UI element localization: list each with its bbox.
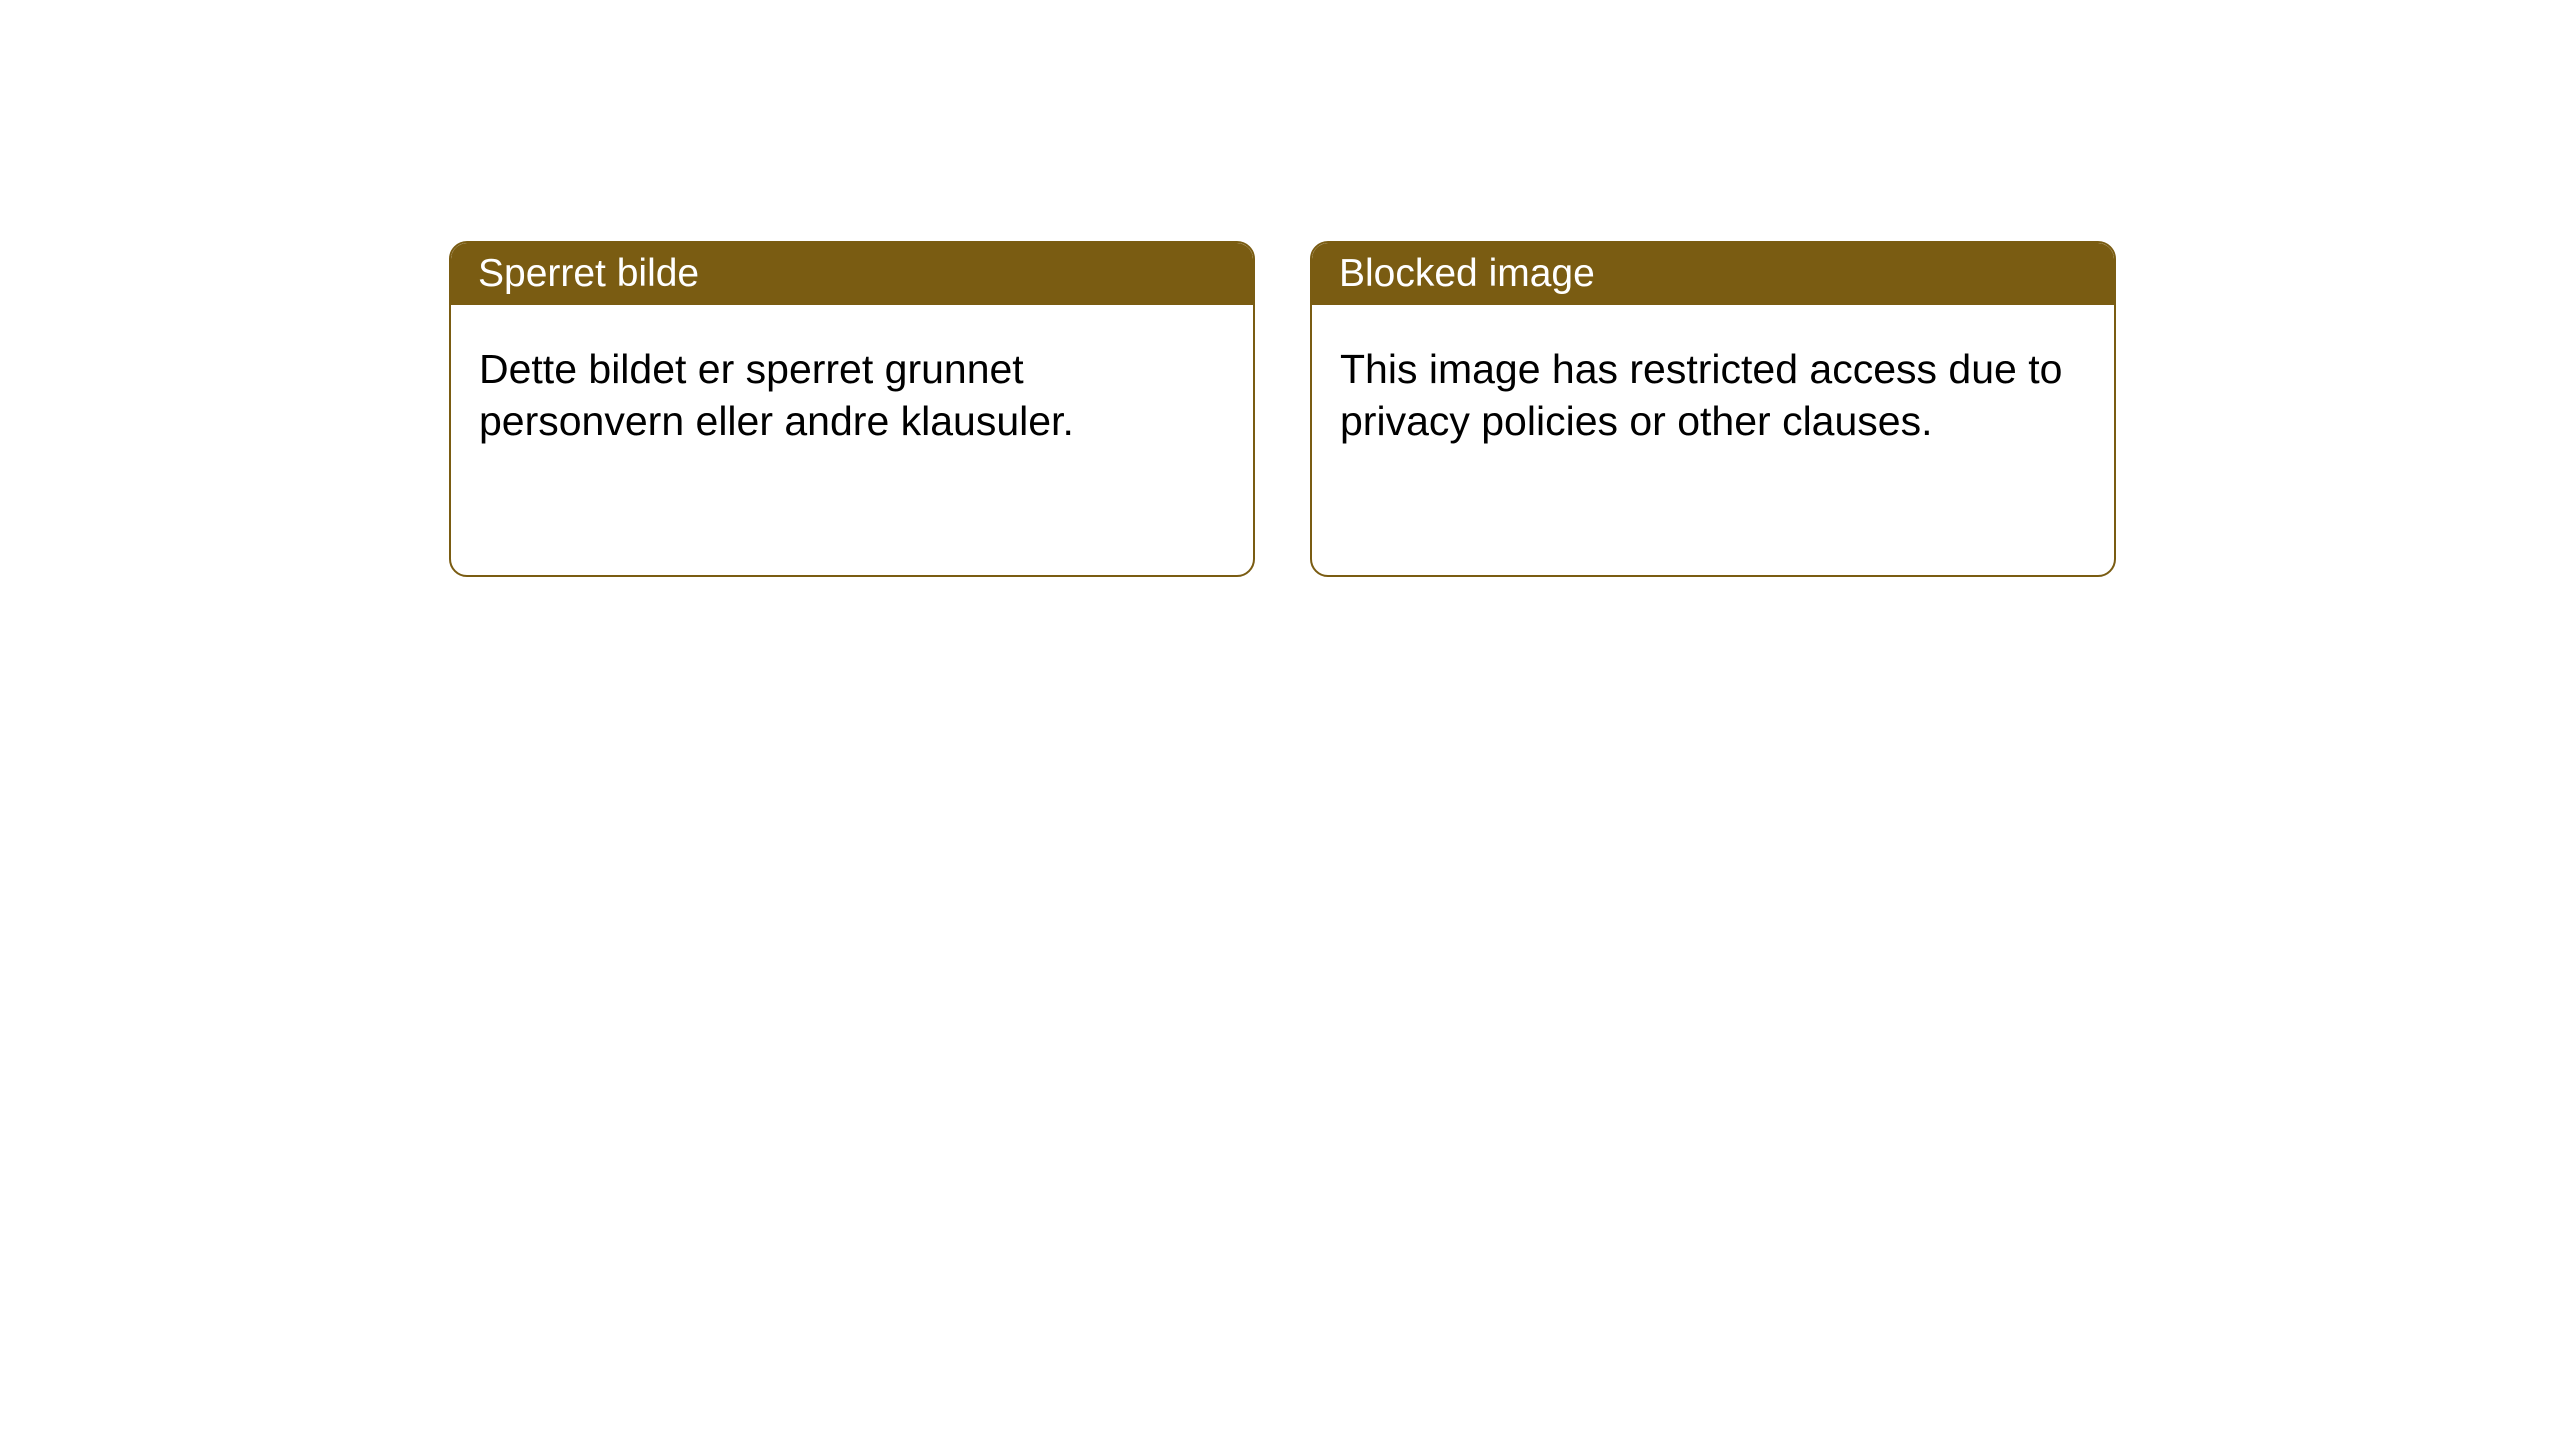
notice-body: Dette bildet er sperret grunnet personve… (451, 305, 1253, 486)
notice-header: Blocked image (1312, 243, 2114, 305)
notice-box-norwegian: Sperret bilde Dette bildet er sperret gr… (449, 241, 1255, 577)
notice-container: Sperret bilde Dette bildet er sperret gr… (0, 0, 2560, 577)
notice-body: This image has restricted access due to … (1312, 305, 2114, 486)
notice-header: Sperret bilde (451, 243, 1253, 305)
notice-box-english: Blocked image This image has restricted … (1310, 241, 2116, 577)
